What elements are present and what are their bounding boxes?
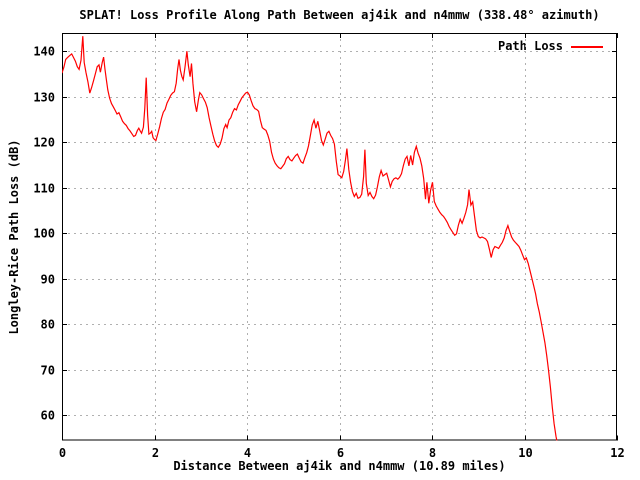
x-tick-label: 4 [244, 446, 251, 460]
x-tick-label: 2 [152, 446, 159, 460]
x-axis-label: Distance Between aj4ik and n4mmw (10.89 … [173, 459, 506, 473]
y-tick-label: 70 [41, 364, 55, 378]
y-tick-label: 90 [41, 273, 55, 287]
plot-border [62, 33, 617, 441]
y-tick-label: 100 [33, 227, 55, 241]
chart-title: SPLAT! Loss Profile Along Path Between a… [79, 8, 600, 22]
y-tick-label: 130 [33, 91, 55, 105]
x-tick-label: 12 [610, 446, 624, 460]
x-tick-label: 0 [59, 446, 66, 460]
legend-label: Path Loss [497, 39, 563, 53]
path-loss-line [62, 36, 558, 441]
y-tick-label: 110 [33, 182, 55, 196]
y-tick-label: 120 [33, 136, 55, 150]
x-tick-label: 8 [429, 446, 436, 460]
x-tick-label: 10 [518, 446, 532, 460]
y-tick-label: 140 [33, 45, 55, 59]
x-tick-label: 6 [337, 446, 344, 460]
y-tick-label: 60 [41, 409, 55, 423]
y-tick-label: 80 [41, 318, 55, 332]
